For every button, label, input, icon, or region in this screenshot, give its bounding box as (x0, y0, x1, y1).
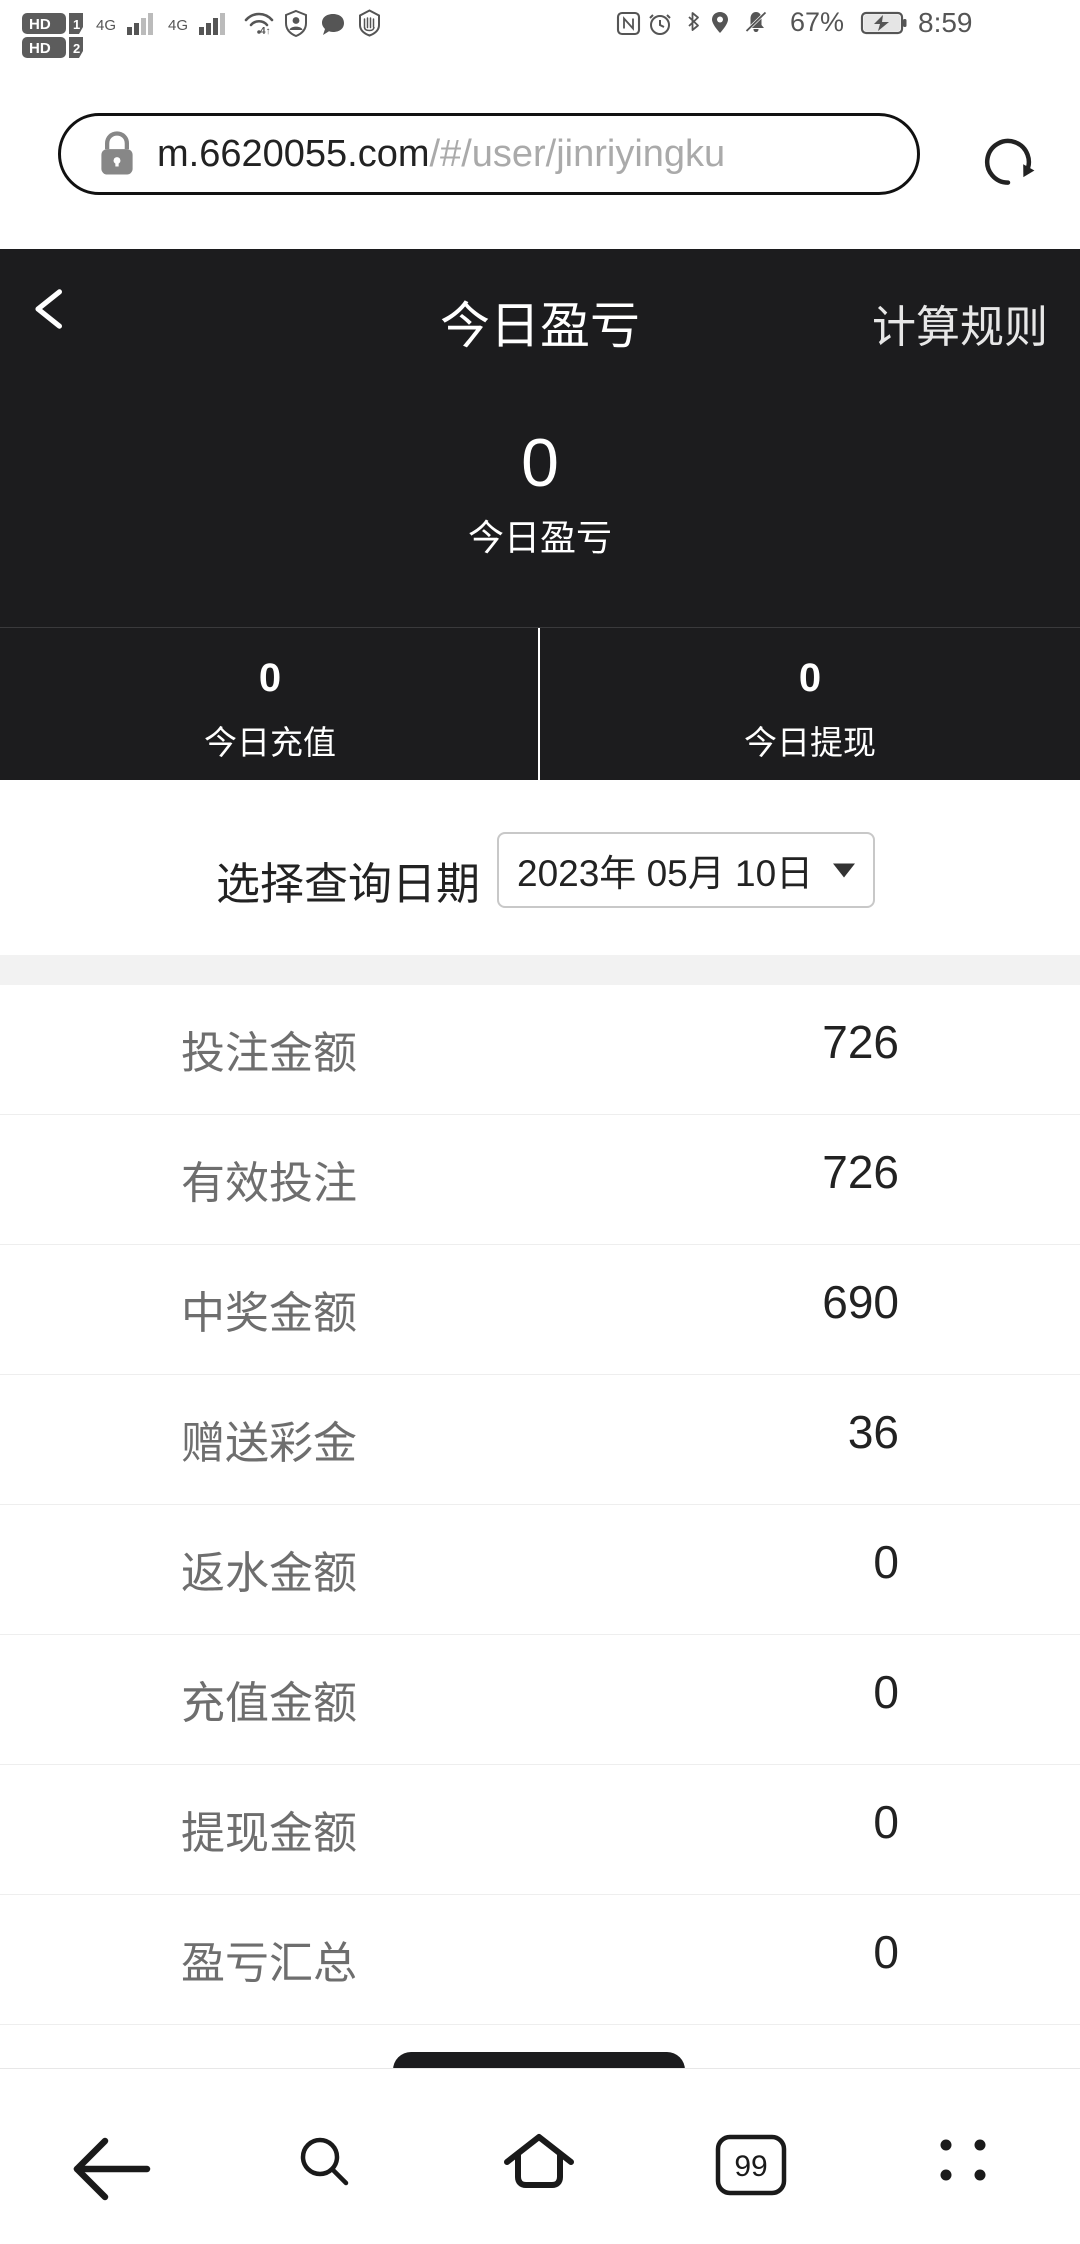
svg-text:4G: 4G (96, 17, 116, 34)
svg-text:4G: 4G (168, 17, 188, 34)
svg-text:8:59: 8:59 (918, 7, 973, 38)
svg-text:1: 1 (73, 17, 80, 32)
svg-text:4↑: 4↑ (260, 26, 271, 37)
svg-text:HD: HD (29, 40, 51, 57)
svg-text:67%: 67% (790, 7, 844, 37)
svg-text:HD: HD (29, 16, 51, 33)
svg-text:99: 99 (734, 2150, 767, 2183)
svg-text:2: 2 (73, 41, 80, 56)
